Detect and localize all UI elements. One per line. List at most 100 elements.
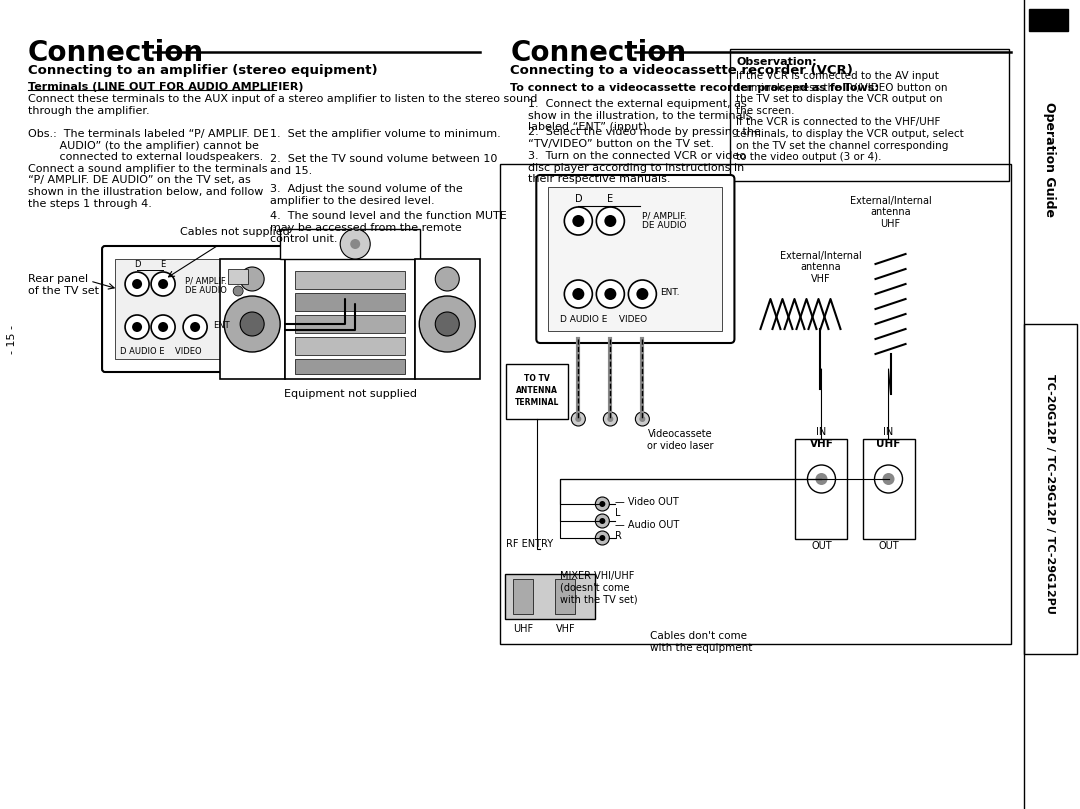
Bar: [1029, 9, 1068, 31]
Circle shape: [158, 322, 168, 332]
Circle shape: [576, 416, 581, 422]
Bar: [295, 293, 405, 311]
Text: D: D: [134, 260, 140, 269]
Bar: [513, 579, 534, 614]
Bar: [555, 579, 576, 614]
Bar: [280, 229, 420, 259]
Text: 3.  Turn on the connected VCR or video
disc player according to instructions in
: 3. Turn on the connected VCR or video di…: [528, 151, 746, 184]
Text: External/Internal
antenna
VHF: External/Internal antenna VHF: [780, 251, 862, 284]
Text: IN: IN: [816, 427, 826, 437]
Text: TC-20G12P / TC-29G12P / TC-29G12PU: TC-20G12P / TC-29G12P / TC-29G12PU: [1044, 374, 1055, 614]
Circle shape: [435, 312, 459, 336]
Circle shape: [419, 296, 475, 352]
Text: RF ENTRY: RF ENTRY: [507, 539, 553, 549]
Circle shape: [240, 312, 265, 336]
Circle shape: [151, 272, 175, 296]
Circle shape: [125, 315, 149, 339]
Circle shape: [125, 272, 149, 296]
Circle shape: [605, 288, 617, 300]
Text: 1.  Set the amplifier volume to minimum.: 1. Set the amplifier volume to minimum.: [270, 129, 501, 139]
Circle shape: [595, 514, 609, 528]
Text: 4.  The sound level and the function MUTE
may be accessed from the remote
contro: 4. The sound level and the function MUTE…: [270, 211, 507, 244]
Circle shape: [233, 286, 243, 296]
Text: Observation:: Observation:: [737, 57, 818, 67]
Text: Rear panel
of the TV set: Rear panel of the TV set: [28, 274, 99, 295]
Text: 1.  Connect the external equipment, as
show in the illustration, to the terminal: 1. Connect the external equipment, as sh…: [528, 99, 752, 132]
Text: ENT: ENT: [213, 320, 230, 329]
Text: D: D: [575, 194, 582, 204]
Circle shape: [572, 288, 584, 300]
Circle shape: [595, 497, 609, 511]
Circle shape: [151, 315, 175, 339]
Text: P/ AMPLIF.
DE AUDIO: P/ AMPLIF. DE AUDIO: [185, 276, 227, 295]
Circle shape: [635, 412, 649, 426]
Bar: [415, 259, 481, 379]
Circle shape: [596, 207, 624, 235]
Circle shape: [132, 322, 143, 332]
Text: OUT: OUT: [878, 541, 899, 551]
Text: IN: IN: [883, 427, 893, 437]
Circle shape: [636, 288, 648, 300]
Text: UHF: UHF: [876, 439, 901, 449]
Text: Equipment not supplied: Equipment not supplied: [284, 389, 417, 399]
Circle shape: [225, 296, 280, 352]
Text: Connecting to an amplifier (stereo equipment): Connecting to an amplifier (stereo equip…: [28, 64, 378, 77]
Circle shape: [808, 465, 836, 493]
Text: 2.  Set the TV sound volume between 10
and 15.: 2. Set the TV sound volume between 10 an…: [270, 154, 498, 176]
Text: 3.  Adjust the sound volume of the
amplifier to the desired level.: 3. Adjust the sound volume of the amplif…: [270, 184, 463, 205]
Text: E: E: [161, 260, 165, 269]
Circle shape: [571, 412, 585, 426]
Circle shape: [565, 207, 592, 235]
Circle shape: [604, 412, 618, 426]
Text: TO TV: TO TV: [525, 374, 550, 383]
Bar: [285, 259, 415, 379]
Text: ENT.: ENT.: [660, 287, 680, 297]
Text: UHF: UHF: [513, 624, 534, 634]
Circle shape: [184, 315, 207, 339]
Circle shape: [240, 267, 265, 291]
Circle shape: [190, 322, 200, 332]
Circle shape: [346, 294, 355, 304]
Text: Cables not supplied: Cables not supplied: [180, 227, 291, 237]
Circle shape: [340, 229, 370, 259]
Bar: [295, 337, 405, 355]
Circle shape: [595, 531, 609, 545]
Text: - 15 -: - 15 -: [6, 324, 17, 354]
Text: Obs.:  The terminals labeled “P/ AMPLIF. DE
         AUDIO” (to the amplifier) c: Obs.: The terminals labeled “P/ AMPLIF. …: [28, 129, 269, 209]
Bar: [505, 574, 595, 619]
Text: External/Internal
antenna
UHF: External/Internal antenna UHF: [850, 196, 931, 229]
Text: Connection: Connection: [510, 39, 687, 67]
Bar: [549, 187, 723, 331]
Text: P/ AMPLIF.
DE AUDIO: P/ AMPLIF. DE AUDIO: [643, 211, 687, 231]
Circle shape: [435, 267, 459, 291]
Text: Cables don't come
with the equipment: Cables don't come with the equipment: [650, 631, 753, 653]
Circle shape: [599, 501, 606, 507]
Circle shape: [605, 215, 617, 227]
Circle shape: [132, 279, 143, 289]
Circle shape: [607, 416, 613, 422]
Text: VHF: VHF: [810, 439, 834, 449]
Text: D AUDIO E    VIDEO: D AUDIO E VIDEO: [120, 347, 202, 356]
Circle shape: [599, 535, 606, 541]
Circle shape: [815, 473, 827, 485]
Circle shape: [629, 280, 657, 308]
Bar: [507, 364, 568, 419]
Text: R: R: [616, 531, 622, 541]
Text: L
— Audio OUT: L — Audio OUT: [616, 508, 679, 530]
Bar: [863, 439, 915, 539]
Circle shape: [346, 299, 355, 309]
FancyBboxPatch shape: [102, 246, 288, 372]
Text: VHF: VHF: [555, 624, 576, 634]
Text: MIXER VHI/UHF
(doesn't come
with the TV set): MIXER VHI/UHF (doesn't come with the TV …: [561, 571, 638, 604]
Bar: [295, 359, 405, 374]
Text: If the VCR is connected to the AV input
terminals, press the TV/VIDEO button on
: If the VCR is connected to the AV input …: [737, 71, 964, 162]
Circle shape: [565, 280, 592, 308]
Text: 2.  Select the video mode by pressing the
“TV/VIDEO” button on the TV set.: 2. Select the video mode by pressing the…: [528, 127, 761, 149]
Circle shape: [158, 279, 168, 289]
Bar: [796, 439, 848, 539]
Text: — Video OUT: — Video OUT: [616, 497, 679, 507]
Text: D AUDIO E    VIDEO: D AUDIO E VIDEO: [561, 315, 647, 324]
Text: ANTENNA: ANTENNA: [516, 386, 558, 395]
Text: Connecting to a videocassette recorder (VCR): Connecting to a videocassette recorder (…: [510, 64, 853, 77]
Circle shape: [596, 280, 624, 308]
